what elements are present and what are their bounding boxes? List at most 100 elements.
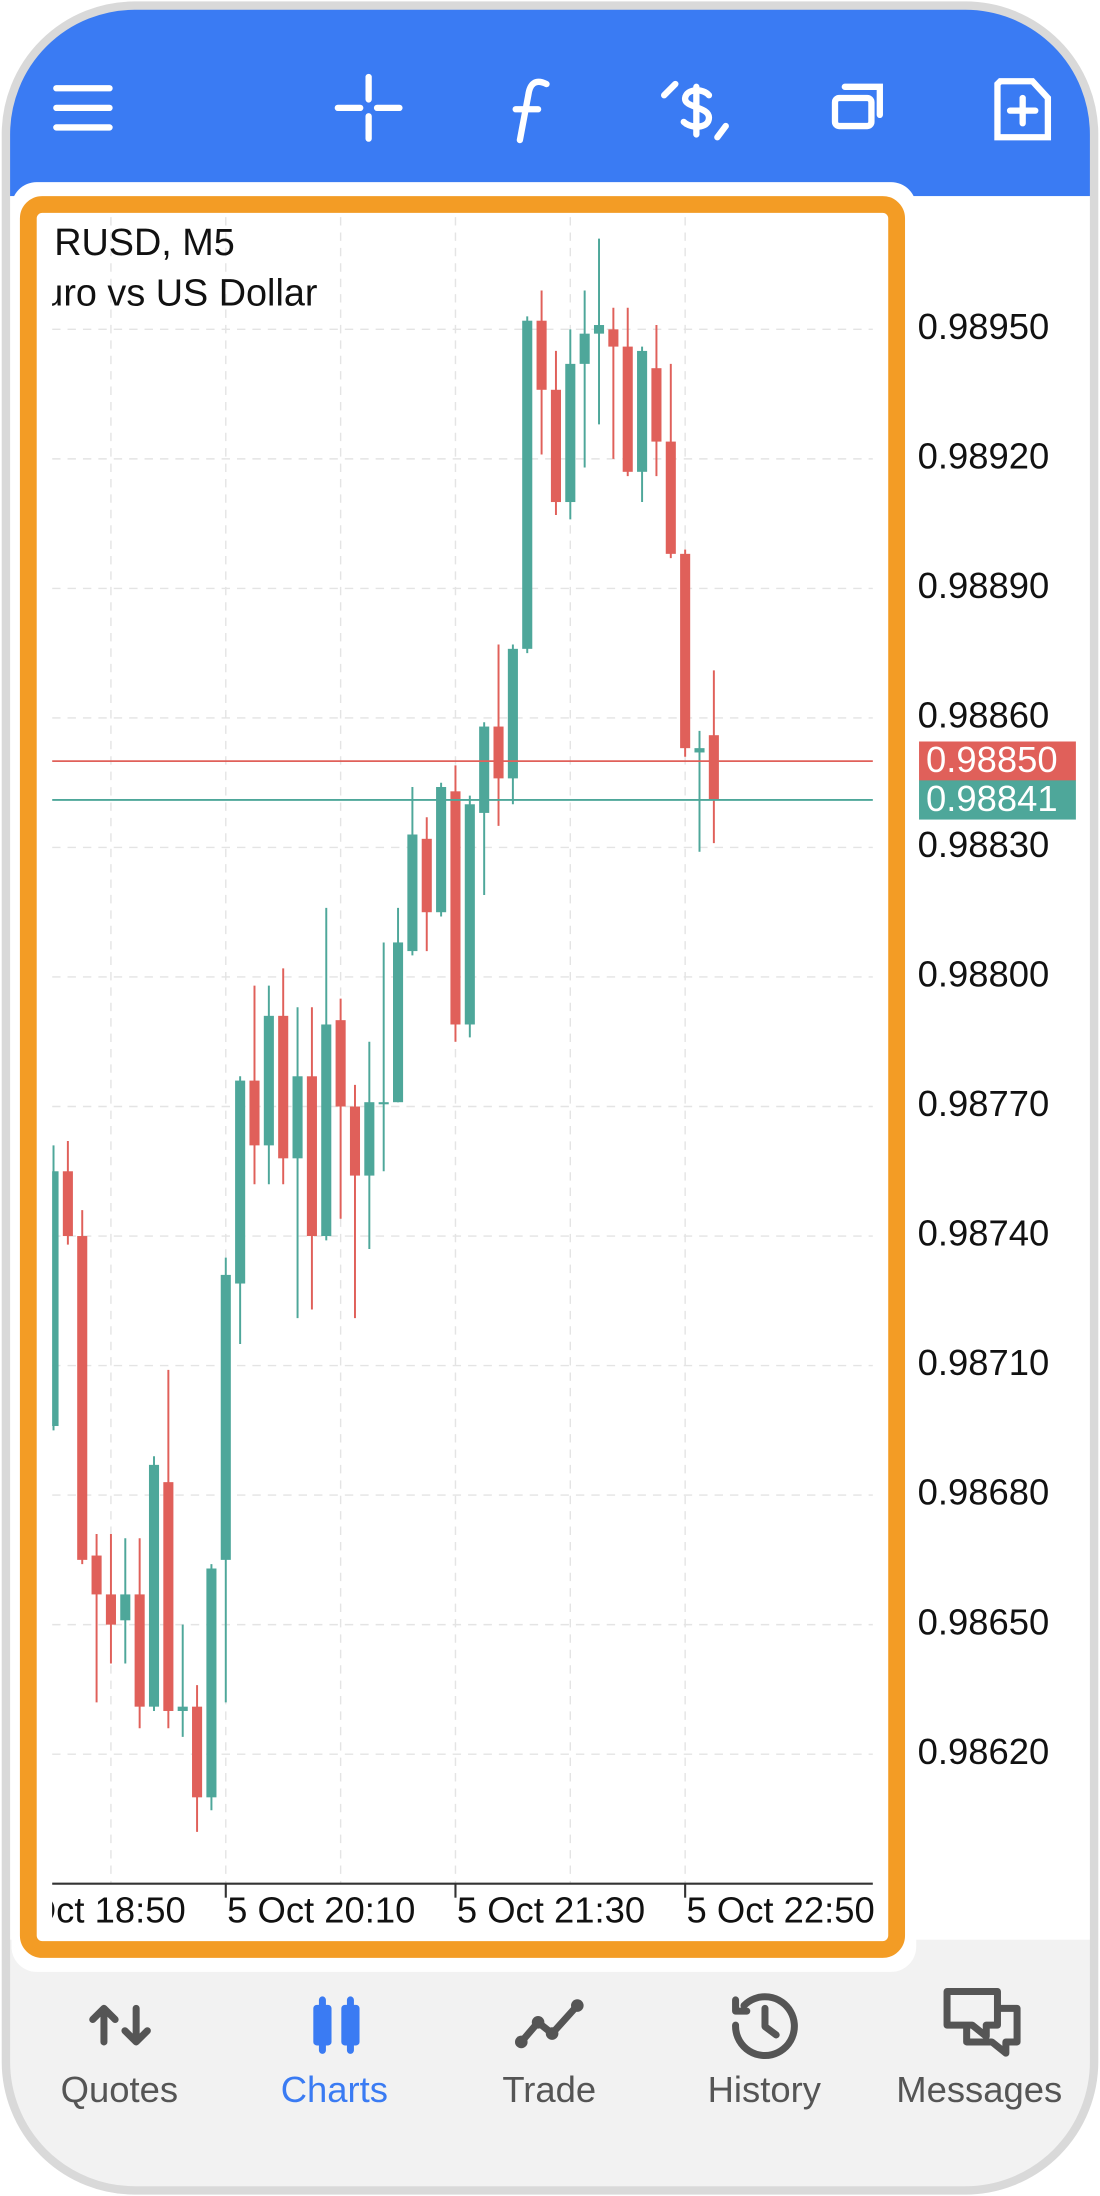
x-tick-label: 5 Oct 18:50 (0, 1890, 186, 1931)
candle-body (292, 1076, 303, 1159)
bottom-nav (5, 1939, 1095, 2191)
chart-title: EURUSD, M5 (2, 222, 235, 264)
candle-body (77, 1236, 88, 1560)
candle-body (421, 838, 432, 913)
candle-body (378, 1102, 389, 1105)
candle-body (536, 320, 547, 390)
highlight-frame (19, 196, 906, 1958)
nav-tab[interactable]: Trade (502, 1999, 596, 2110)
candle-body (407, 834, 418, 952)
y-tick-label: 0.98800 (918, 954, 1050, 995)
y-tick-label: 0.98680 (918, 1472, 1050, 1513)
candle-body (565, 363, 576, 503)
candle-body (148, 1464, 160, 1707)
nav-tab[interactable]: Messages (896, 1988, 1062, 2110)
candle-body (436, 787, 447, 913)
candle-body (694, 748, 705, 753)
nav-tab-label: Quotes (61, 2069, 178, 2110)
y-tick-label: 0.98830 (918, 824, 1050, 865)
windows-button[interactable] (831, 83, 883, 130)
y-tick-label: 0.98710 (918, 1342, 1050, 1383)
candle-body (335, 1020, 346, 1107)
y-tick-label: 0.98740 (918, 1213, 1050, 1254)
candle-body (206, 1568, 217, 1798)
nav-tab[interactable]: Charts (281, 1996, 388, 2110)
x-tick-label: 5 Oct 22:50 (687, 1890, 875, 1931)
x-tick-label: 5 Oct 21:30 (457, 1890, 645, 1931)
candle-body (349, 1106, 361, 1176)
candle-body (593, 325, 605, 334)
candle-body (450, 791, 461, 1025)
nav-icon (517, 2002, 581, 2046)
y-tick-label: 0.98890 (918, 565, 1050, 606)
nav-tab-label: Charts (281, 2069, 388, 2110)
candle-body (105, 1594, 116, 1625)
candle-body (464, 804, 475, 1025)
candle-body (579, 333, 590, 364)
candle-body (608, 329, 619, 347)
x-tick-label: 5 Oct 20:10 (227, 1890, 415, 1931)
nav-tab-label: Trade (502, 2069, 596, 2110)
candle-body (665, 441, 676, 554)
candle-body (235, 1080, 246, 1284)
price-tag-label: 0.98850 (926, 739, 1058, 780)
candle-body (622, 346, 633, 472)
nav-icon (313, 1996, 360, 2054)
price-tag-label: 0.98841 (926, 778, 1058, 819)
candle-body (550, 389, 561, 503)
y-tick-label: 0.98860 (918, 695, 1050, 736)
menu-button[interactable] (53, 85, 113, 131)
nav-icon-dot (571, 1999, 584, 2012)
candle-body (163, 1482, 174, 1711)
candle-body (91, 1555, 102, 1595)
crosshair-button[interactable] (334, 73, 403, 142)
toolbar (5, 5, 1095, 197)
candle-body (637, 350, 648, 472)
candle-body (52, 1171, 59, 1427)
price-tag (919, 780, 1076, 820)
candle-body (249, 1080, 260, 1146)
nav-icon-dot (545, 2027, 559, 2040)
y-tick-label: 0.98620 (918, 1731, 1050, 1772)
chart-card (11, 182, 917, 1972)
candle-body (522, 320, 533, 649)
new-order-button[interactable] (994, 78, 1052, 141)
nav-tab-label: Messages (896, 2069, 1062, 2110)
nav-icon (732, 1993, 798, 2060)
candle-body (493, 726, 504, 779)
nav-icon-dot (514, 2035, 528, 2049)
nav-tab[interactable]: History (708, 1993, 822, 2110)
y-tick-label: 0.98770 (918, 1083, 1050, 1124)
candle-body (651, 368, 662, 442)
candle-body (507, 648, 518, 779)
candle-body (220, 1274, 231, 1560)
nav-tab[interactable]: Quotes (61, 2004, 178, 2110)
y-tick-label: 0.98650 (918, 1601, 1050, 1642)
plot-area: EURUSD, M5 Euro vs US Dollar 5 Oct 18:50… (0, 217, 875, 1931)
candle-body (708, 735, 719, 800)
candle-body (479, 726, 490, 813)
price-tag (919, 741, 1076, 781)
candle-body (278, 1015, 289, 1159)
axes: 0.98620 0.98650 0.98680 0.98710 0.98740 0.987… (918, 306, 1076, 1772)
candle-body (306, 1076, 317, 1237)
nav-tab-label: History (708, 2069, 822, 2110)
nav-icon (89, 2004, 151, 2046)
tabs: Quotes Charts Trade History Messages (61, 1988, 1062, 2110)
candle-body (120, 1594, 131, 1621)
candle-body (62, 1171, 73, 1237)
candle-body (177, 1706, 188, 1711)
candle-body (263, 1015, 274, 1146)
candle-body (321, 1024, 332, 1237)
candle-body (192, 1706, 203, 1798)
candle-body (680, 553, 691, 749)
nav-icon (943, 1988, 1021, 2057)
indicators-button[interactable] (512, 78, 550, 144)
candle-body (393, 942, 404, 1103)
y-tick-label: 0.98920 (918, 435, 1050, 476)
chart-subtitle: Euro vs US Dollar (17, 272, 317, 314)
y-tick-label: 0.98950 (918, 306, 1050, 347)
trade-button[interactable] (660, 80, 729, 141)
